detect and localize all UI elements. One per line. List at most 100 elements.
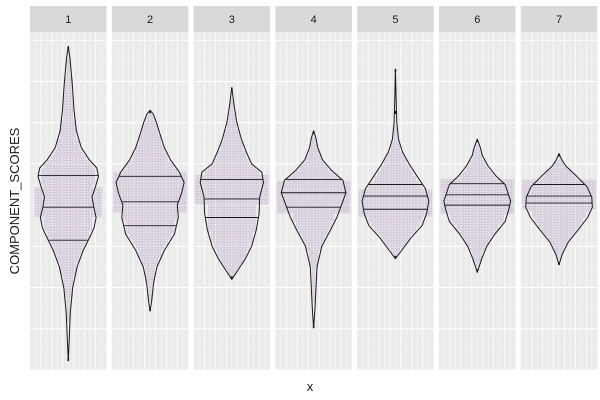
dot bbox=[95, 187, 99, 191]
dot bbox=[255, 169, 259, 173]
violin-4 bbox=[280, 130, 347, 329]
facet-strip-label: 1 bbox=[65, 14, 71, 26]
facet-strip-label: 6 bbox=[474, 14, 480, 26]
dot bbox=[347, 180, 351, 184]
dot bbox=[450, 178, 454, 182]
dot bbox=[541, 176, 545, 180]
dot bbox=[429, 189, 433, 193]
dot bbox=[522, 179, 526, 183]
dot bbox=[289, 175, 293, 179]
facet-strip-label: 3 bbox=[229, 14, 235, 26]
facet-strip-label: 7 bbox=[556, 14, 562, 26]
dot bbox=[73, 120, 77, 124]
dot bbox=[422, 189, 426, 193]
dot bbox=[211, 164, 215, 168]
dotplot-5 bbox=[358, 125, 433, 257]
dot bbox=[469, 160, 473, 164]
dot bbox=[456, 178, 460, 182]
dot bbox=[126, 164, 130, 168]
y-axis-title: COMPONENT_SCORES bbox=[7, 127, 22, 274]
dotplot-6 bbox=[440, 144, 514, 268]
facet-panel-6: 6 bbox=[439, 6, 516, 371]
dot bbox=[482, 160, 486, 164]
dot bbox=[328, 170, 332, 174]
dot bbox=[183, 172, 187, 176]
dot bbox=[89, 162, 93, 167]
dot bbox=[406, 165, 410, 169]
dot bbox=[381, 165, 385, 169]
dot bbox=[491, 173, 495, 177]
dot bbox=[459, 173, 463, 177]
dot bbox=[66, 58, 70, 62]
facet-strip bbox=[520, 6, 598, 32]
dot bbox=[377, 170, 381, 174]
dot bbox=[321, 162, 325, 166]
facet-panel-4: 4 bbox=[275, 6, 352, 371]
dot bbox=[507, 178, 511, 182]
facet-strip-label: 2 bbox=[147, 14, 153, 26]
dot bbox=[170, 164, 174, 168]
dot bbox=[195, 175, 199, 179]
dot bbox=[79, 149, 83, 153]
dot bbox=[592, 179, 596, 183]
dot bbox=[583, 179, 587, 183]
dot bbox=[296, 170, 300, 174]
dot bbox=[563, 166, 567, 170]
dot bbox=[243, 151, 247, 155]
dot bbox=[462, 170, 466, 174]
dot bbox=[41, 168, 45, 172]
dot bbox=[252, 167, 256, 171]
dot bbox=[494, 178, 498, 182]
dot bbox=[586, 179, 590, 183]
facet-panel-7: 7 bbox=[520, 6, 598, 371]
dot bbox=[132, 153, 136, 157]
dot bbox=[249, 164, 253, 168]
dot bbox=[276, 180, 280, 184]
dot bbox=[551, 166, 555, 170]
dot bbox=[573, 176, 577, 180]
dot bbox=[148, 113, 152, 117]
dot bbox=[92, 168, 96, 172]
dot bbox=[116, 172, 120, 176]
dot bbox=[98, 187, 102, 191]
dot bbox=[374, 175, 378, 180]
dot bbox=[259, 175, 263, 179]
dot bbox=[44, 162, 48, 167]
dot bbox=[443, 178, 447, 182]
facet-panels: 1 2 3 4 5 6 7 bbox=[30, 6, 598, 371]
dot bbox=[334, 175, 338, 179]
dot bbox=[440, 178, 444, 182]
dot bbox=[475, 144, 479, 148]
facet-strip bbox=[439, 6, 516, 32]
dot bbox=[129, 161, 133, 165]
dot bbox=[50, 154, 54, 159]
dot bbox=[164, 153, 168, 157]
dot bbox=[60, 120, 64, 124]
dot bbox=[579, 179, 583, 183]
dot bbox=[122, 169, 126, 173]
facet-strip bbox=[357, 6, 434, 32]
facet-panel-3: 3 bbox=[193, 6, 271, 371]
dot bbox=[504, 178, 508, 182]
outlier-point bbox=[393, 110, 398, 114]
x-axis-title: x bbox=[307, 379, 314, 394]
facet-panel-1: 1 bbox=[30, 6, 107, 371]
dot bbox=[528, 179, 532, 183]
violin-3 bbox=[199, 87, 264, 280]
dot bbox=[113, 172, 117, 176]
dot bbox=[557, 158, 561, 162]
facet-strip-label: 4 bbox=[311, 14, 317, 26]
dot bbox=[180, 172, 184, 176]
dot bbox=[174, 169, 178, 173]
dot bbox=[446, 178, 450, 182]
dotplot-1 bbox=[34, 58, 102, 322]
dot bbox=[302, 162, 306, 166]
dot bbox=[535, 179, 539, 183]
facet-strip bbox=[193, 6, 271, 32]
dot bbox=[358, 189, 362, 193]
facet-panel-2: 2 bbox=[111, 6, 189, 371]
dot bbox=[34, 187, 38, 191]
dot bbox=[85, 160, 89, 164]
dot bbox=[413, 175, 417, 180]
dotplot-3 bbox=[195, 100, 269, 278]
